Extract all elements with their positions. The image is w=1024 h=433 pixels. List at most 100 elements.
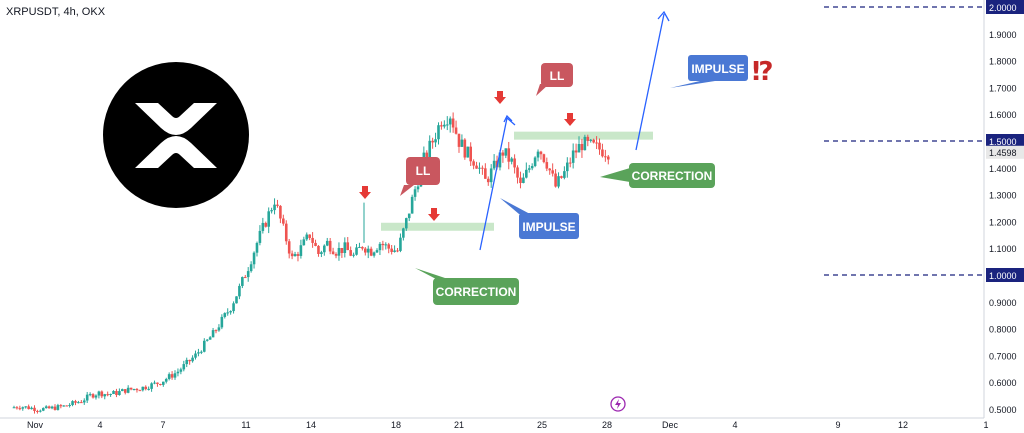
candle-body [202, 340, 206, 352]
candle-body [434, 139, 437, 143]
candle-body [279, 205, 282, 219]
candle-body [334, 254, 338, 256]
candle-body [314, 242, 317, 246]
resistance-zone [381, 222, 494, 231]
candle-body [44, 406, 48, 409]
callout-impulse-2-text: IMPULSE [691, 62, 744, 76]
candle-body [393, 250, 396, 252]
candle-body [156, 382, 159, 384]
candle-body [305, 234, 309, 240]
time-tick-label: 21 [454, 420, 464, 430]
xrp-logo [103, 62, 249, 208]
candle-body [296, 254, 300, 256]
time-tick-label: 11 [241, 420, 250, 430]
candle-body [208, 337, 212, 340]
candle-body [123, 389, 127, 393]
callout-impulse-1[interactable]: IMPULSE [500, 198, 579, 239]
candle-body [15, 407, 19, 409]
price-tick-label: 2.0000 [989, 3, 1017, 13]
candle-body [349, 250, 352, 256]
candles[interactable] [12, 112, 610, 414]
candle-body [290, 253, 294, 257]
candle-body [249, 264, 253, 272]
down-arrow-marker [359, 186, 371, 199]
candle-body [525, 169, 528, 178]
candle-body [396, 250, 399, 252]
candle-body [214, 330, 218, 332]
price-levels [824, 6, 984, 276]
candle-body [466, 146, 470, 158]
time-tick-label: Nov [27, 420, 44, 430]
candle-body [36, 410, 39, 412]
candle-body [586, 136, 590, 141]
candle-body [264, 222, 268, 227]
price-tick-label: 1.4000 [989, 164, 1017, 174]
candle-body [94, 395, 98, 398]
interrobang-icon: ⁉ [752, 57, 774, 87]
candle-body [328, 240, 332, 252]
callout-impulse-2[interactable]: IMPULSE [670, 55, 770, 88]
resistance-zone [514, 131, 653, 140]
candle-body [141, 386, 145, 391]
down-arrow-marker [564, 113, 576, 126]
callout-ll-2[interactable]: LL [536, 63, 573, 96]
candle-body [39, 410, 42, 412]
candle-body [205, 339, 209, 341]
lightning-icon[interactable] [610, 396, 626, 412]
candle-body [167, 374, 171, 380]
candle-body [580, 143, 584, 151]
callout-correction-1[interactable]: CORRECTION [415, 268, 519, 305]
price-tick-label: 1.2000 [989, 217, 1017, 227]
candle-body [440, 125, 443, 127]
candle-body [226, 312, 230, 314]
callout-correction-1-text: CORRECTION [436, 285, 517, 299]
time-tick-label: 4 [97, 420, 102, 430]
price-tick-label: 1.1000 [989, 244, 1017, 254]
candle-body [372, 252, 376, 256]
candle-body [577, 143, 581, 153]
time-tick-label: 7 [160, 420, 165, 430]
candle-body [604, 156, 607, 158]
candle-body [91, 394, 95, 398]
candle-body [194, 353, 197, 358]
candle-body [232, 303, 235, 312]
candle-body [30, 407, 33, 410]
candle-body [428, 140, 432, 158]
candle-body [364, 248, 367, 253]
candle-body [568, 162, 572, 164]
time-tick-label: 1 [983, 420, 988, 430]
candle-body [135, 388, 139, 391]
candle-body [595, 142, 598, 144]
candle-body [469, 146, 472, 162]
price-tick-label: 1.9000 [989, 30, 1017, 40]
candle-body [71, 401, 74, 406]
candle-body [416, 186, 420, 190]
price-tick-label: 0.6000 [989, 378, 1017, 388]
time-tick-label: 18 [391, 420, 401, 430]
candle-body [308, 234, 311, 238]
candle-body [24, 406, 28, 408]
candle-body [302, 239, 306, 246]
candle-body [513, 158, 516, 168]
candle-body [179, 369, 183, 372]
candle-body [478, 167, 481, 169]
candle-body [557, 176, 560, 187]
candle-body [100, 391, 104, 397]
candle-body [267, 211, 270, 227]
price-tick-label: 1.7000 [989, 83, 1017, 93]
time-tick-label: 28 [602, 420, 612, 430]
candle-body [407, 213, 411, 219]
callout-ll-2-text: LL [550, 69, 565, 83]
candle-body [325, 240, 329, 246]
candle-body [229, 311, 232, 313]
candle-body [504, 148, 508, 156]
candle-body [384, 244, 388, 246]
callout-correction-2[interactable]: CORRECTION [600, 163, 715, 188]
callout-ll-1[interactable]: LL [400, 157, 440, 196]
candle-body [536, 151, 540, 158]
candle-body [331, 251, 335, 255]
candle-body [59, 405, 63, 407]
candle-body [402, 228, 405, 238]
